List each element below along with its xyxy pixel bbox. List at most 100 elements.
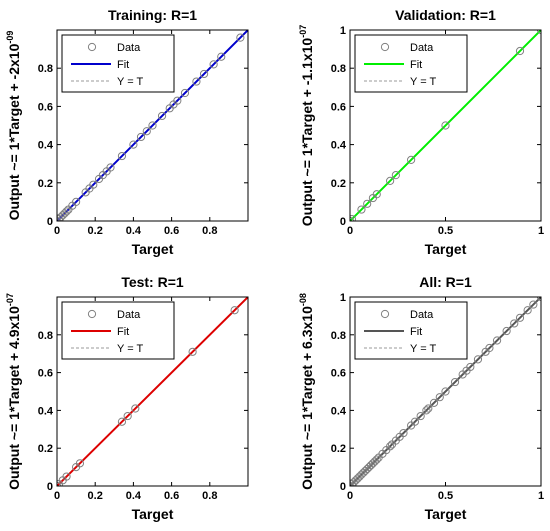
validation-data-point: [357, 205, 366, 214]
all-plot-contents: [350, 297, 541, 486]
validation-data-point: [391, 171, 400, 180]
all-legend-identity-label: Y = T: [410, 343, 436, 355]
training-ylabel: Output ~= 1*Target + -2x10-09: [5, 31, 22, 221]
validation-ytick-label: 0.8: [331, 63, 346, 75]
test-ytick-label: 0.2: [38, 443, 53, 455]
test-data-point: [62, 472, 71, 481]
all-data-point: [466, 362, 475, 372]
training-xtick-label: 0: [54, 225, 60, 237]
all-data-point: [399, 428, 408, 438]
all-axes-frame: [349, 296, 542, 487]
all-data-point: [502, 326, 511, 336]
test-data-point: [131, 404, 140, 413]
all-legend: Data Fit Y = T: [354, 301, 468, 360]
all-legend-data-label: Data: [410, 309, 434, 321]
all-data-point: [523, 306, 532, 315]
validation-ylabel: Output ~= 1*Target + -1.1x10-07: [298, 25, 315, 226]
test-ytick-label: 0.8: [38, 330, 53, 342]
all-data-point: [422, 406, 431, 415]
test-title: Test: R=1: [121, 274, 184, 290]
validation-xlabel: Target: [425, 241, 467, 257]
all-data-point: [424, 404, 433, 413]
test-xtick-label: 0.8: [202, 490, 217, 502]
training-ytick-label: 0.4: [38, 140, 54, 152]
all-data-point: [510, 319, 519, 328]
training-ylabel-exponent: -09: [5, 31, 15, 44]
validation-data-point: [386, 176, 395, 185]
test-ylabel-exponent: -07: [5, 293, 15, 306]
validation-data-point: [372, 190, 381, 199]
training-xtick-label: 0.8: [202, 225, 217, 237]
all-data-point: [435, 393, 444, 402]
all-data-point: [410, 417, 420, 426]
all-ytick-label: 0: [340, 481, 346, 493]
validation-ylabel-text: Output ~= 1*Target + -1.1x10: [299, 38, 315, 227]
test-axes-frame: [56, 296, 249, 487]
test-plot-contents: [57, 297, 248, 486]
validation-data-point: [441, 121, 450, 130]
training-data-point: [173, 96, 182, 105]
all-data-point: [473, 355, 483, 364]
all-ytick-label: 0.8: [331, 330, 346, 342]
validation-ytick-label: 1: [340, 25, 346, 37]
test-ytick-label: 0: [47, 481, 53, 493]
validation-legend: Data Fit Y = T: [354, 34, 468, 93]
validation-fit-line: [350, 30, 541, 221]
training-data-point: [72, 197, 81, 206]
all-xtick-label: 0: [347, 490, 353, 502]
all-data-point: [429, 398, 439, 407]
training-ytick-label: 0.8: [38, 63, 53, 75]
training-legend-data-marker: [87, 42, 97, 52]
all-legend-data-marker: [380, 309, 390, 319]
training-xlabel: Target: [132, 241, 174, 257]
training-title: Training: R=1: [108, 7, 197, 23]
validation-ylabel-exponent: -07: [298, 25, 308, 38]
all-data-point: [492, 336, 502, 345]
all-xtick-label: 0.5: [438, 490, 453, 502]
test-legend-fit-label: Fit: [117, 326, 129, 338]
all-ytick-label: 0.2: [331, 443, 346, 455]
training-legend-data-label: Data: [117, 42, 141, 54]
training-legend-identity-label: Y = T: [117, 76, 143, 88]
all-data-point: [450, 377, 460, 387]
all-xlabel: Target: [425, 506, 467, 522]
panel-all: All: R=1 0 0.5 1 0 0.2 0.4 0.6 0.8 1 Target Output …: [298, 274, 544, 522]
validation-legend-data-marker: [380, 42, 390, 52]
test-ytick-label: 0.6: [38, 368, 53, 380]
all-ytick-label: 1: [340, 292, 346, 304]
test-data-point: [75, 459, 85, 468]
training-xtick-label: 0.4: [126, 225, 142, 237]
validation-legend-fit-label: Fit: [410, 59, 422, 71]
all-data-point: [416, 411, 425, 421]
test-legend: Data Fit Y = T: [61, 301, 175, 360]
test-legend-identity-label: Y = T: [117, 343, 143, 355]
validation-ytick-label: 0: [340, 216, 346, 228]
validation-data-point: [407, 155, 416, 164]
training-axes-frame: [56, 29, 249, 222]
test-xlabel: Target: [132, 506, 174, 522]
training-ytick-label: 0: [47, 216, 53, 228]
all-xtick-label: 1: [538, 490, 544, 502]
training-data-point: [148, 121, 157, 130]
validation-data-point: [350, 214, 357, 221]
test-xtick-label: 0.4: [126, 490, 142, 502]
validation-data-point: [363, 199, 372, 208]
all-data-point: [372, 455, 381, 464]
validation-xtick-label: 0.5: [438, 225, 453, 237]
all-legend-fit-label: Fit: [410, 326, 422, 338]
panel-validation: Validation: R=1 0 0.5 1 0 0.2 0.4 0.6 0.8 1 Target…: [298, 7, 544, 257]
training-xtick-label: 0.2: [88, 225, 103, 237]
test-legend-data-label: Data: [117, 309, 141, 321]
all-data-point: [441, 387, 450, 396]
training-data-point: [142, 127, 151, 136]
all-ytick-label: 0.4: [331, 405, 347, 417]
training-ylabel-text: Output ~= 1*Target + -2x10: [6, 43, 22, 220]
test-legend-data-marker: [87, 309, 97, 319]
test-data-point: [117, 417, 127, 426]
validation-ytick-label: 0.6: [331, 101, 346, 113]
validation-ytick-label: 0.4: [331, 140, 347, 152]
test-ylabel: Output ~= 1*Target + 4.9x10-07: [5, 293, 22, 490]
training-data-point: [62, 207, 71, 216]
training-data-point: [89, 180, 98, 189]
panel-test: Test: R=1 0 0.2 0.4 0.6 0.8 0 0.2 0.4 0.6 0.8 Targe…: [5, 274, 249, 522]
